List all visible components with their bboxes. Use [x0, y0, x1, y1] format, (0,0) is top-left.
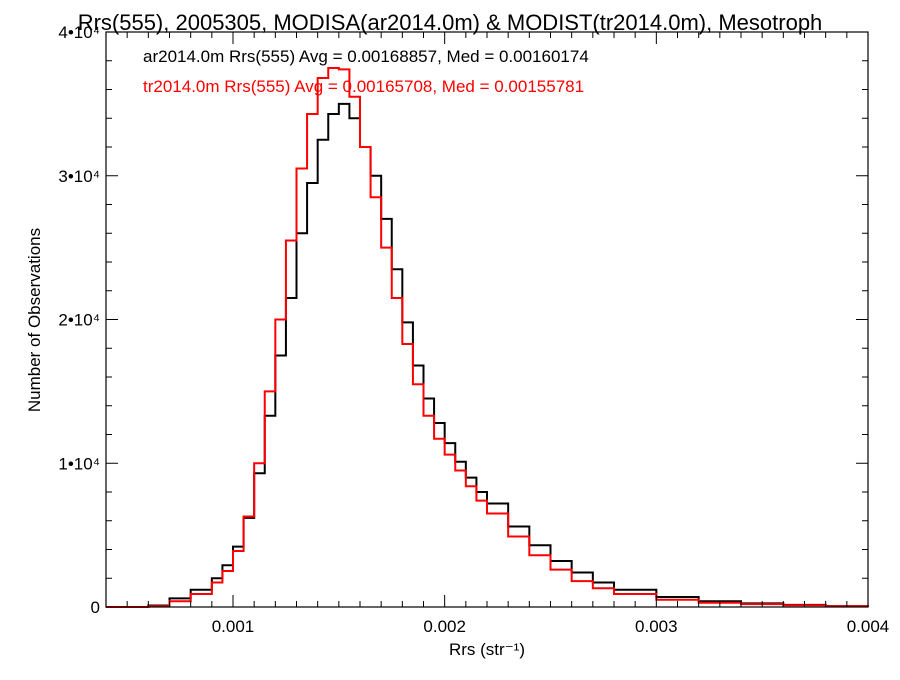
series-layer	[106, 66, 869, 608]
legend-line-tr2014: tr2014.0m Rrs(555) Avg = 0.00165708, Med…	[143, 77, 584, 96]
y-tick-label: 3•10⁴	[58, 167, 100, 186]
x-axis-label: Rrs (str⁻¹)	[449, 640, 525, 659]
series-line-tr2014	[106, 66, 869, 608]
y-tick-label: 2•10⁴	[58, 311, 100, 330]
legend-line-ar2014: ar2014.0m Rrs(555) Avg = 0.00168857, Med…	[143, 47, 589, 66]
ticks-layer: 0.001 0.002 0.003 0.004 0 1•10⁴ 2•10⁴ 3•10⁴ 4•10…	[58, 23, 889, 636]
x-tick-label: 0.004	[847, 617, 890, 636]
x-tick-label: 0.002	[423, 617, 466, 636]
x-tick-label: 0.001	[212, 617, 255, 636]
y-tick-label: 1•10⁴	[58, 454, 100, 473]
y-axis-label: Number of Observations	[25, 228, 44, 412]
y-tick-label: 0	[91, 598, 100, 617]
x-tick-label: 0.003	[635, 617, 678, 636]
y-tick-label: 4•10⁴	[58, 23, 100, 42]
chart-title: Rrs(555), 2005305, MODISA(ar2014.0m) & M…	[78, 10, 823, 35]
